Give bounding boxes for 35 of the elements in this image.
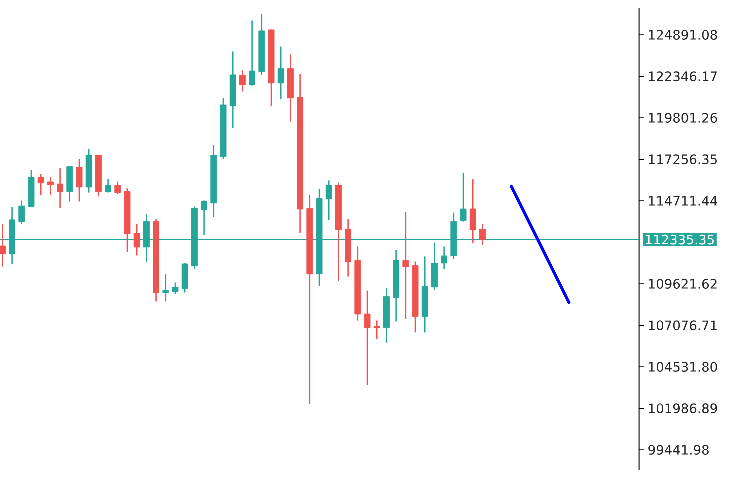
- candlestick: [0, 223, 6, 268]
- y-tick-label: 99441.98: [648, 445, 709, 455]
- candlestick: [201, 200, 208, 236]
- candlestick: [402, 212, 410, 320]
- candlestick: [38, 173, 44, 196]
- candlestick: [278, 46, 284, 100]
- candlestick: [172, 282, 179, 295]
- candlestick: [374, 320, 380, 340]
- y-tick-label: 114711.44: [649, 196, 718, 206]
- candlestick: [431, 242, 438, 291]
- candlestick: [249, 20, 256, 86]
- candlestick: [18, 200, 26, 225]
- y-tick-label: 122346.17: [649, 72, 717, 82]
- y-tick-label: 109621.62: [649, 279, 717, 289]
- candlestick: [479, 223, 486, 246]
- candlestick: [57, 168, 64, 210]
- y-tick-label: 101986.89: [649, 404, 718, 414]
- candlestick: [326, 180, 332, 221]
- y-tick-label: 119801.26: [649, 113, 718, 123]
- candlestick: [364, 290, 371, 386]
- candlestick: [460, 172, 467, 222]
- y-tick-label: 107076.71: [649, 320, 717, 330]
- candlestick: [470, 178, 476, 244]
- candlestick: [162, 273, 170, 302]
- y-tick-label: 117256.35: [649, 154, 717, 164]
- ref-line-label: 112335.35: [646, 234, 714, 245]
- candlestick: [134, 223, 140, 256]
- candlestick: [239, 69, 246, 92]
- candlestick: [47, 176, 54, 196]
- y-tick-label: 124891.08: [649, 30, 718, 40]
- candlestick: [105, 178, 112, 194]
- candlestick: [76, 158, 83, 202]
- y-tick-label: 104531.80: [649, 362, 718, 372]
- candlestick: [441, 246, 448, 270]
- candlestick: [114, 181, 122, 195]
